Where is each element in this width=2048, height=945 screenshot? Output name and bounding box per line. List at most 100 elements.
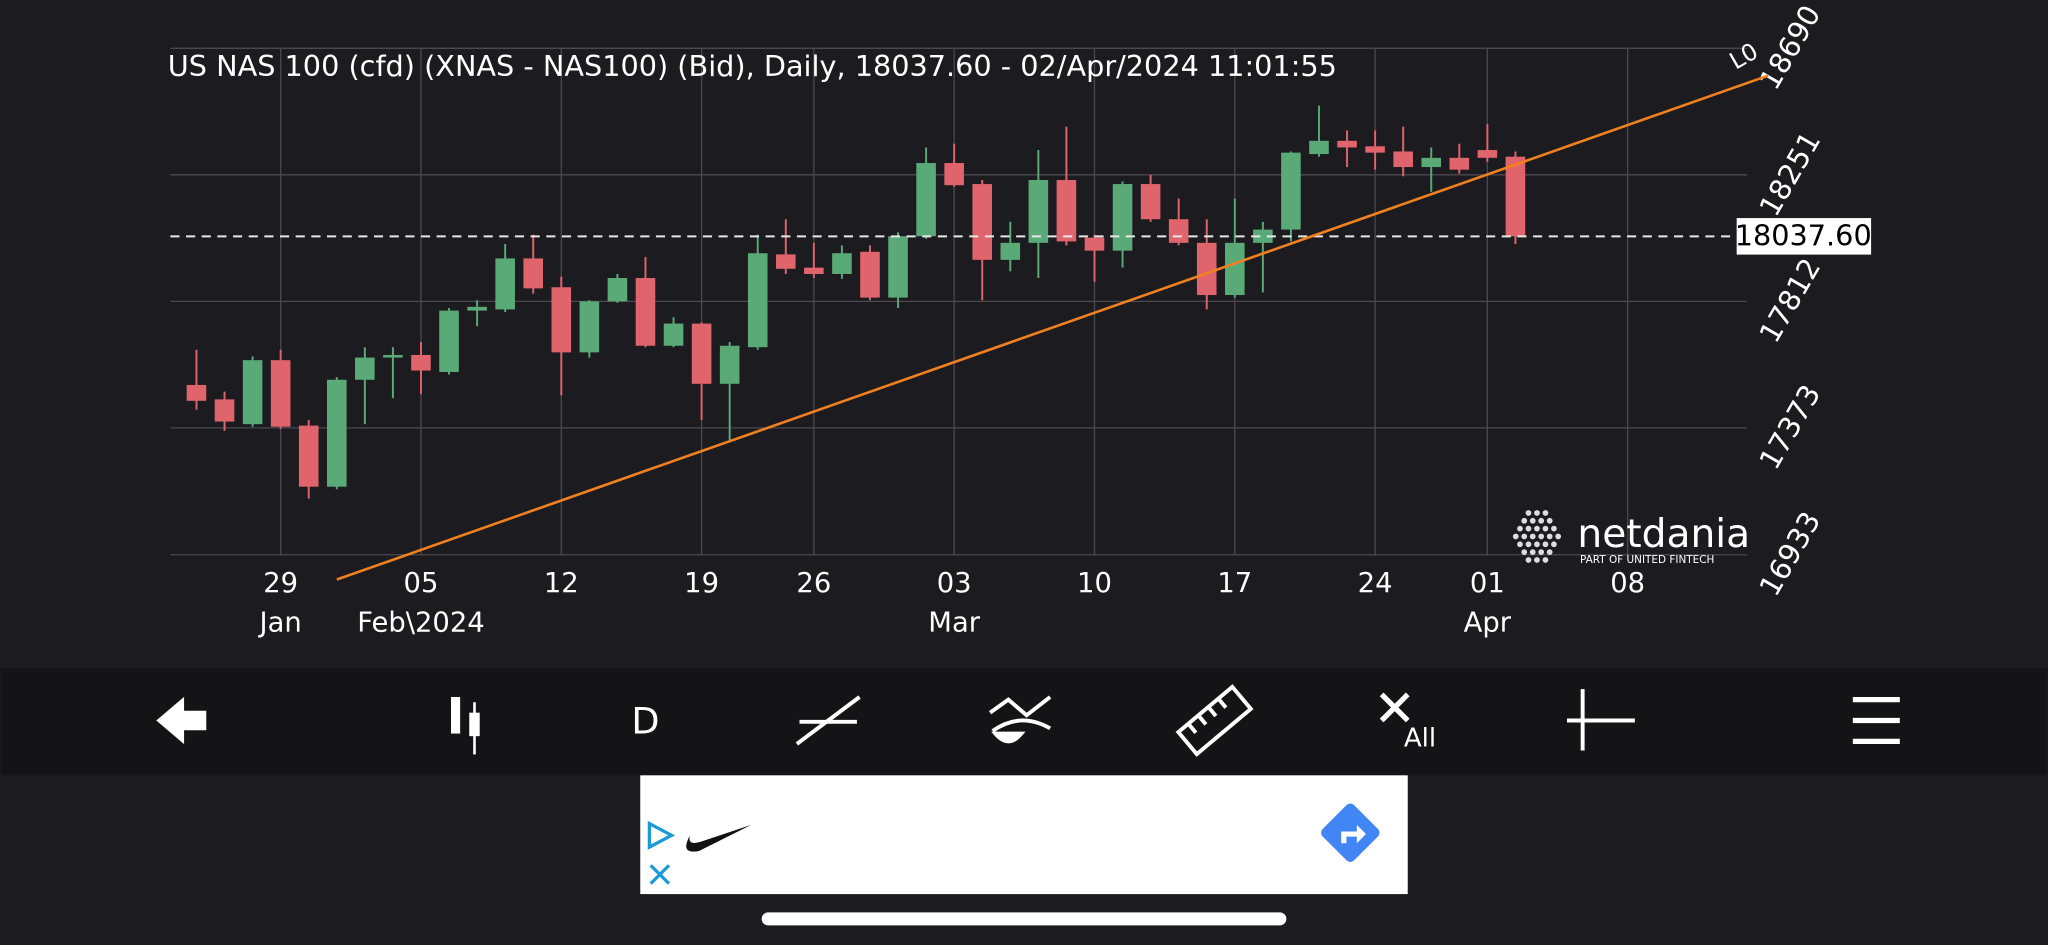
logo-dot	[1542, 525, 1549, 532]
logo-dot	[1546, 533, 1553, 540]
candle-body	[1505, 156, 1526, 237]
x-tick-label: 05	[404, 568, 439, 599]
x-tick-label: 10	[1077, 568, 1112, 599]
candle-body	[467, 306, 487, 311]
logo-dot	[1517, 525, 1523, 532]
x-tick-label: 08	[1610, 568, 1645, 599]
candle-body	[439, 310, 459, 372]
candle-body	[1309, 140, 1329, 155]
nike-logo	[686, 824, 752, 852]
ad-headline: Shop The Feel Good Collection	[771, 796, 1207, 831]
trendline-button[interactable]	[795, 695, 861, 746]
candle-body	[832, 253, 852, 274]
candle-body	[776, 254, 796, 269]
netdania-logo: netdania PART OF UNITED FINTECH	[1512, 510, 1750, 566]
logo-dot	[1521, 533, 1528, 540]
clear-all-label: All	[1404, 723, 1436, 753]
clear-all-button[interactable]: All	[1379, 692, 1437, 753]
candle-body	[916, 163, 936, 237]
candle-body	[972, 184, 993, 260]
candle-body	[579, 301, 600, 353]
candle-body	[551, 287, 572, 353]
candle-body	[719, 345, 740, 384]
logo-dot	[1538, 533, 1545, 540]
ad-choices-icon[interactable]	[647, 820, 676, 850]
candle-body	[747, 253, 768, 348]
logo-dot	[1534, 525, 1540, 532]
candle-body	[691, 323, 712, 384]
logo-dot	[1525, 541, 1532, 548]
logo-dot	[1538, 517, 1545, 524]
x-tick-label: 01	[1470, 568, 1505, 599]
month-label: Feb\2024	[357, 607, 485, 638]
x-tick-label: 26	[796, 568, 831, 599]
indicator-button[interactable]	[988, 695, 1052, 744]
month-label: Jan	[258, 607, 302, 638]
candle-body	[270, 360, 291, 427]
candle-body	[860, 251, 880, 298]
logo-dot	[1512, 533, 1519, 540]
candle-body	[1337, 140, 1357, 148]
ad-background	[640, 775, 1408, 895]
logo-dot	[1542, 510, 1549, 516]
candle-body	[523, 258, 544, 289]
candle-body	[888, 236, 908, 298]
candle-body	[1000, 242, 1021, 260]
logo-dot	[1517, 541, 1523, 548]
watermark-tagline: PART OF UNITED FINTECH	[1580, 554, 1714, 566]
candle-body	[355, 357, 375, 380]
candle-body	[1253, 229, 1273, 243]
timeframe-button[interactable]: D	[631, 700, 659, 743]
logo-dot	[1542, 557, 1549, 563]
logo-dot	[1534, 557, 1540, 563]
candle-body	[495, 258, 515, 310]
logo-dot	[1538, 549, 1545, 555]
toolbar-icons: D All	[156, 684, 1900, 757]
ad-banner[interactable]: Shop The Feel Good Collection Nike Markv…	[640, 775, 1408, 895]
logo-dot	[1534, 541, 1540, 548]
candle-body	[1028, 180, 1049, 243]
x-tick-label: 12	[544, 568, 579, 599]
crosshair-button[interactable]	[1566, 689, 1635, 751]
ad-subline: Nike Markville Mall	[771, 837, 988, 867]
candle-body	[298, 425, 319, 487]
month-label: Apr	[1464, 607, 1512, 638]
trendline	[336, 74, 1769, 581]
candle-body	[1281, 152, 1301, 230]
last-price-box	[1736, 218, 1872, 255]
candle-body	[186, 384, 207, 401]
candle-body	[242, 360, 263, 425]
month-label: Mar	[928, 607, 980, 638]
logo-dot	[1521, 549, 1528, 555]
logo-dot	[1525, 510, 1532, 516]
logo-dot	[1534, 510, 1540, 516]
ruler-button[interactable]	[1175, 684, 1254, 757]
ad-close-icon[interactable]	[649, 864, 671, 885]
logo-dot	[1555, 533, 1562, 540]
logo-dot	[1525, 525, 1532, 532]
x-tick-label: 03	[937, 568, 972, 599]
logo-dot	[1525, 557, 1532, 563]
menu-button[interactable]	[1852, 697, 1900, 744]
x-tick-label: 29	[263, 568, 298, 599]
candle-body	[1112, 184, 1133, 251]
candle-body	[1365, 146, 1385, 153]
candle-body	[1393, 151, 1413, 168]
logo-dot	[1529, 549, 1536, 555]
chart-title: US NAS 100 (cfd) (XNAS - NAS100) (Bid), …	[168, 49, 1337, 83]
candle-body	[1168, 219, 1189, 243]
logo-dot	[1546, 517, 1553, 524]
x-tick-label: 24	[1358, 568, 1393, 599]
candle-body	[663, 323, 684, 346]
candle-body	[944, 163, 964, 186]
chart-type-button[interactable]	[450, 697, 480, 755]
candle-body	[1421, 157, 1442, 168]
candle-body	[1477, 150, 1498, 158]
candle-body	[635, 278, 656, 346]
ad-directions-button[interactable]	[1319, 801, 1382, 864]
candle-body	[214, 399, 235, 422]
back-button[interactable]	[156, 696, 207, 745]
home-indicator	[761, 912, 1287, 926]
candle-body	[1196, 242, 1217, 296]
